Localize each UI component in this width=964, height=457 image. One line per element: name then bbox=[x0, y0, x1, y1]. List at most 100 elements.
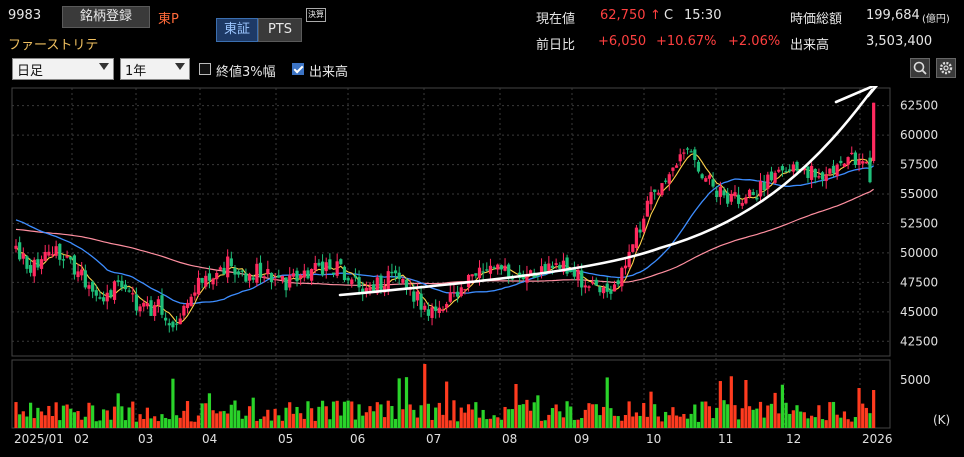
volume-bar bbox=[434, 407, 438, 428]
candle-body bbox=[642, 218, 646, 232]
volume-bar bbox=[755, 408, 759, 428]
candle-body bbox=[565, 257, 569, 274]
candle-body bbox=[846, 157, 850, 165]
candle-body bbox=[835, 164, 839, 177]
candle-body bbox=[528, 270, 533, 276]
period-select[interactable]: 日足 bbox=[12, 58, 114, 80]
candle-body bbox=[664, 180, 668, 182]
volume-bar bbox=[623, 414, 628, 428]
candle-body bbox=[780, 166, 785, 171]
candle-body bbox=[415, 291, 420, 301]
volume-bar bbox=[861, 403, 865, 428]
candle-body bbox=[689, 151, 693, 153]
volume-bar bbox=[667, 415, 671, 428]
candle-body bbox=[160, 295, 164, 315]
candle-body bbox=[853, 152, 858, 165]
candle-body bbox=[273, 279, 277, 281]
candle-body bbox=[174, 323, 179, 325]
register-watchlist-button[interactable]: 銘柄登録 bbox=[62, 6, 150, 28]
candle-body bbox=[448, 292, 452, 302]
volume-bar bbox=[605, 377, 609, 428]
candle-body bbox=[131, 293, 135, 295]
candle-body bbox=[605, 283, 609, 292]
candle-body bbox=[839, 160, 843, 164]
candle-body bbox=[627, 251, 631, 268]
price-change-percent-2: +2.06% bbox=[728, 34, 781, 49]
candle-body bbox=[401, 278, 405, 283]
volume-bar bbox=[634, 412, 639, 428]
volume-bar bbox=[91, 405, 95, 428]
range-select[interactable]: 1年 bbox=[120, 58, 190, 80]
volume-checkbox[interactable] bbox=[292, 63, 304, 75]
volume-bar bbox=[116, 393, 120, 428]
candle-body bbox=[193, 292, 197, 296]
volume-bar bbox=[777, 413, 781, 428]
candle-body bbox=[328, 259, 332, 270]
candle-body bbox=[251, 277, 255, 280]
candle-body bbox=[769, 171, 774, 181]
candle-body bbox=[247, 273, 252, 281]
y-tick-label: 47500 bbox=[900, 275, 938, 289]
candle-body bbox=[277, 275, 281, 278]
candle-body bbox=[470, 274, 474, 277]
volume-bar bbox=[61, 405, 66, 428]
volume-bar bbox=[729, 376, 733, 428]
candle-body bbox=[178, 318, 182, 325]
y-tick-label: 50000 bbox=[900, 246, 938, 260]
candle-body bbox=[718, 186, 722, 197]
volume-bar bbox=[306, 401, 310, 428]
candle-body bbox=[726, 192, 730, 204]
volume-bar bbox=[25, 416, 29, 428]
tab-pts[interactable]: PTS bbox=[258, 18, 302, 42]
volume-bar bbox=[134, 421, 139, 428]
candle-body bbox=[262, 276, 266, 278]
candle-body bbox=[123, 284, 128, 290]
candle-body bbox=[872, 102, 876, 162]
volume-bar bbox=[39, 411, 44, 428]
volume-bar bbox=[532, 402, 536, 428]
volume-bar bbox=[696, 421, 701, 428]
settings-button[interactable] bbox=[936, 58, 956, 78]
candle-body bbox=[54, 246, 58, 256]
candle-body bbox=[379, 275, 383, 291]
volume-value: 3,503,400 bbox=[866, 34, 933, 49]
candle-body bbox=[715, 190, 719, 198]
volume-bar bbox=[707, 406, 712, 428]
volume-bar bbox=[251, 397, 255, 428]
candle-body bbox=[291, 273, 295, 277]
volume-bar bbox=[174, 415, 179, 428]
candle-body bbox=[722, 190, 726, 196]
volume-bar bbox=[828, 402, 832, 428]
volume-bar bbox=[383, 417, 387, 428]
price-chart[interactable]: 62500 60000 57500 55000 52500 50000 47500 45000… bbox=[0, 86, 964, 457]
candle-body bbox=[744, 197, 748, 204]
candle-body bbox=[649, 192, 653, 205]
volume-bar bbox=[342, 401, 347, 428]
candle-body bbox=[145, 303, 149, 307]
close-3pct-checkbox[interactable] bbox=[199, 63, 211, 75]
candle-body bbox=[361, 288, 365, 294]
volume-bar bbox=[98, 420, 102, 428]
candle-body bbox=[747, 189, 752, 197]
volume-bar bbox=[842, 411, 847, 428]
volume-bar bbox=[28, 402, 33, 428]
candle-body bbox=[153, 305, 157, 317]
candle-body bbox=[226, 256, 230, 278]
volume-bar bbox=[193, 421, 197, 428]
volume-bar bbox=[393, 418, 398, 428]
volume-bar bbox=[415, 417, 420, 428]
candle-body bbox=[485, 269, 489, 271]
candle-body bbox=[539, 266, 544, 273]
volume-bar bbox=[485, 419, 489, 428]
candle-body bbox=[810, 165, 814, 180]
stock-code: 9983 bbox=[8, 8, 42, 23]
volume-bar bbox=[361, 415, 365, 428]
zoom-button[interactable] bbox=[910, 58, 930, 78]
candle-body bbox=[240, 270, 244, 272]
chevron-down-icon bbox=[175, 63, 185, 70]
candle-body bbox=[200, 278, 204, 283]
x-tick-label: 2025/01 bbox=[14, 432, 64, 446]
tab-tse[interactable]: 東証 bbox=[216, 18, 258, 42]
volume-bar bbox=[364, 412, 368, 428]
volume-bar bbox=[488, 418, 493, 428]
